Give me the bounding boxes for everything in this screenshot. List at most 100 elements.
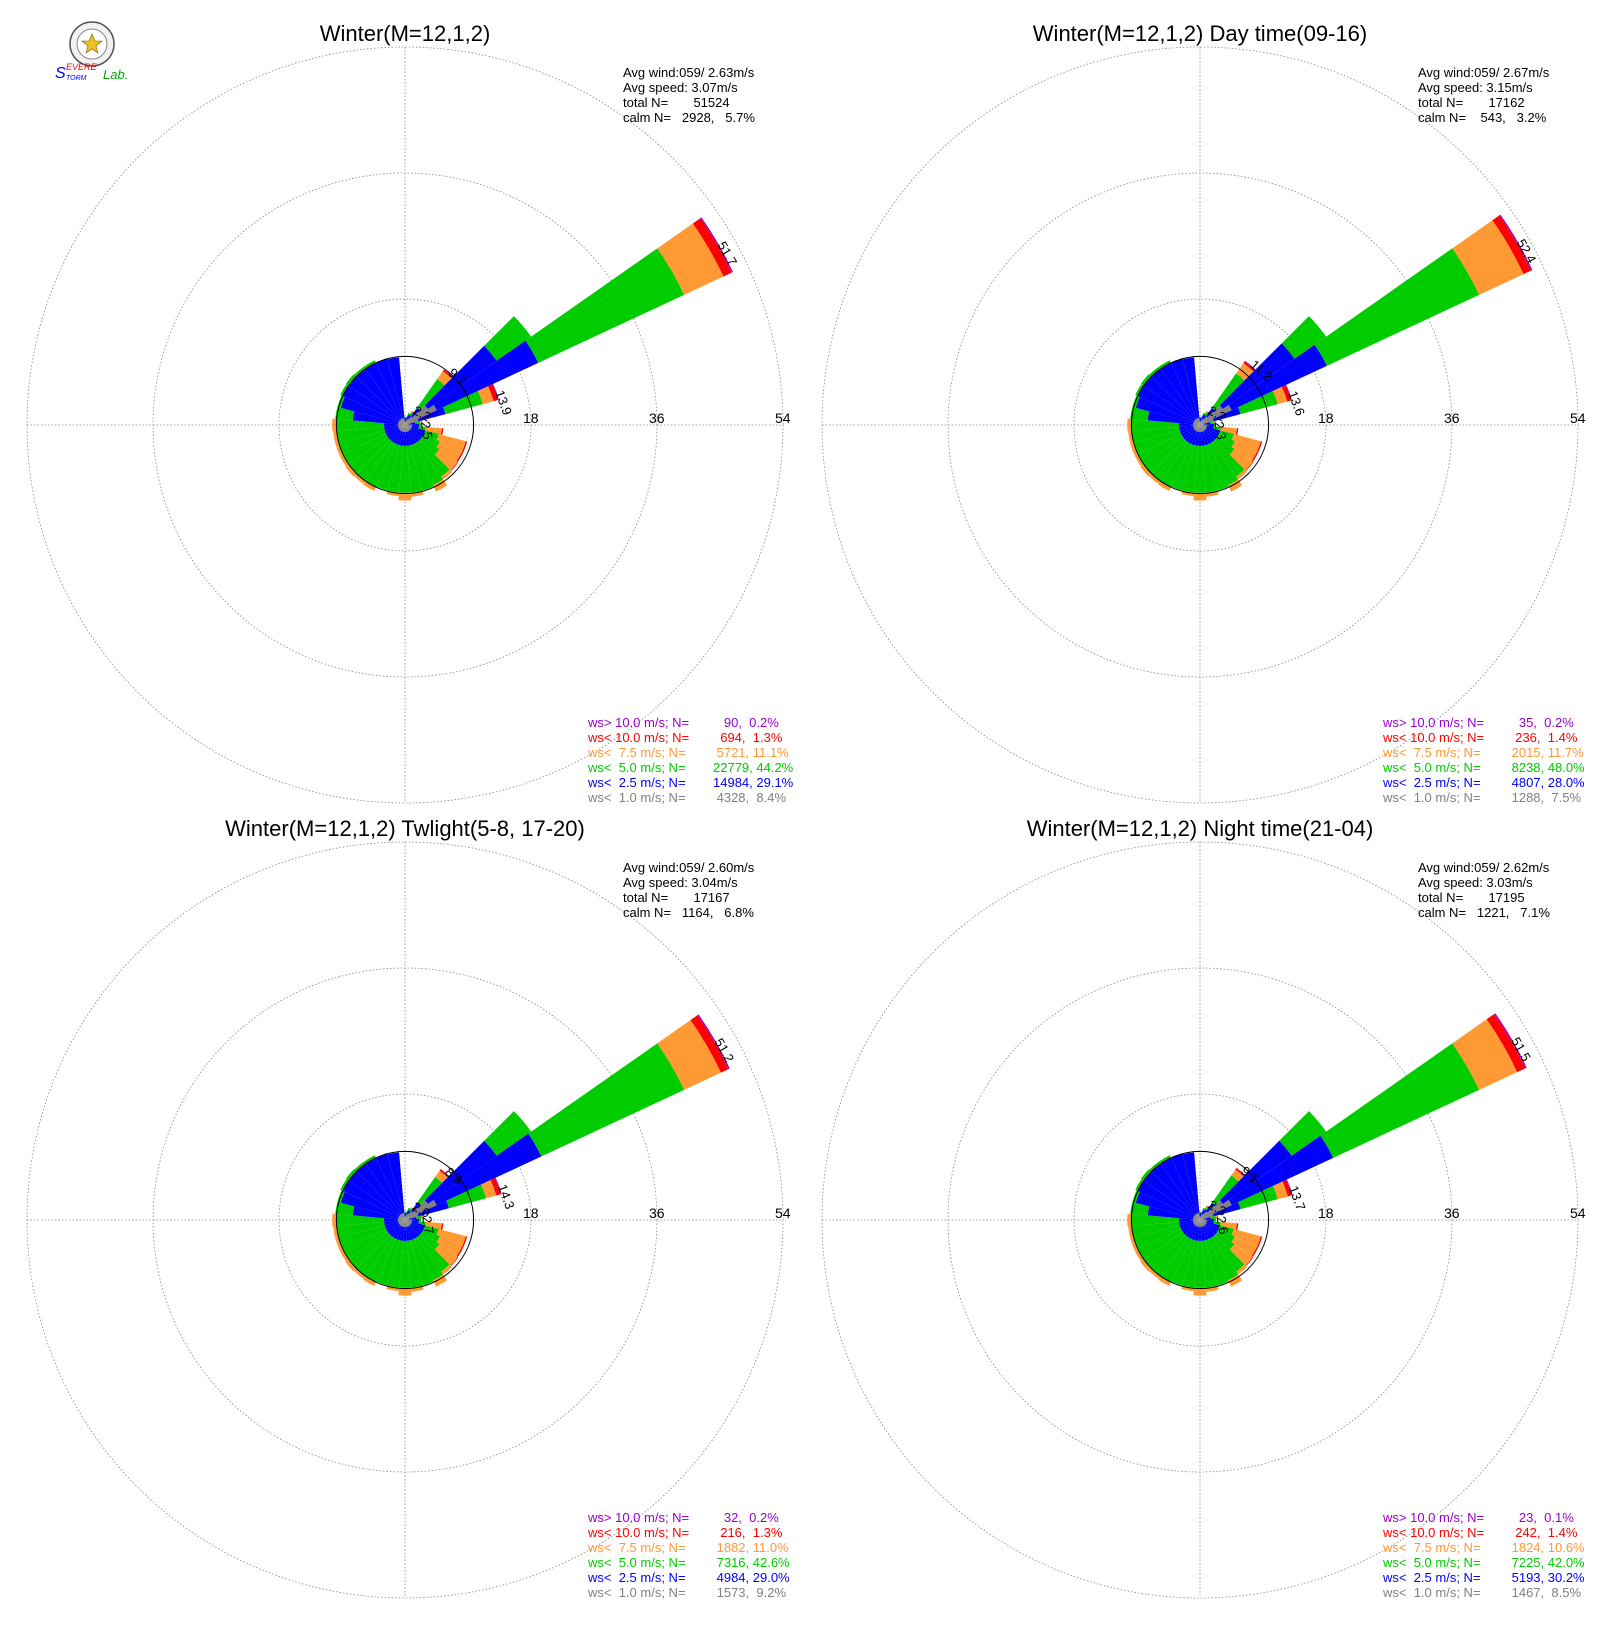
sector-110-layer-1: [405, 425, 412, 428]
sector-90-layer-3: [418, 1218, 422, 1222]
sector-120-layer-4: [436, 1236, 463, 1257]
sector-150-layer-4: [1228, 1274, 1243, 1287]
sector-40-layer-3: [417, 1176, 443, 1206]
sector-60-layer-4: [657, 223, 724, 295]
legend-value: 1882, 11.0%: [713, 1540, 789, 1555]
legend-value: 5193, 30.2%: [1508, 1570, 1585, 1585]
legend-value: 1824, 10.6%: [1508, 1540, 1585, 1555]
sector-150-layer-1: [405, 425, 410, 432]
legend-value: 8238, 48.0%: [1508, 760, 1585, 775]
sector-120-layer-5: [1251, 1246, 1259, 1257]
sector-150-layer-1: [1200, 1220, 1205, 1227]
sector-310-layer-3: [1140, 1169, 1152, 1181]
sector-180-layer-4: [1193, 1287, 1207, 1296]
sector-110-layer-2: [1206, 1221, 1221, 1229]
sector-180-layer-1: [1199, 425, 1201, 433]
sector-220-layer-2: [390, 429, 401, 443]
calm-circle: [1130, 1150, 1270, 1290]
sector-130-layer-5: [1245, 461, 1254, 472]
bar-label: 14.3: [495, 1182, 518, 1211]
sector-220-layer-2: [1185, 429, 1196, 443]
sector-120-layer-5: [456, 1246, 464, 1257]
sector-220-layer-1: [400, 425, 405, 431]
sector-230-layer-4: [345, 464, 357, 477]
sector-240-layer-2: [1180, 1222, 1195, 1233]
sector-100-layer-3: [418, 426, 426, 431]
legend-label: ws< 2.5 m/s; N=: [1382, 775, 1481, 790]
sector-10-layer-3: [405, 416, 408, 419]
sector-40-layer-3: [417, 379, 445, 411]
chart-title: Winter(M=12,1,2) Day time(09-16): [1033, 21, 1367, 46]
sector-60-layer-3: [1320, 1043, 1480, 1158]
sector-320-layer-3: [1149, 366, 1161, 377]
sector-180-layer-1: [404, 425, 406, 432]
sector-270-layer-1: [1192, 424, 1200, 426]
sector-150-layer-3: [1208, 442, 1239, 486]
stat-line: calm N= 1221, 7.1%: [1418, 905, 1550, 920]
sector-150-layer-1: [1200, 425, 1205, 432]
sector-260-layer-2: [1179, 1220, 1194, 1226]
sector-160-layer-1: [405, 1220, 408, 1227]
sector-40-layer-2: [1206, 1202, 1215, 1213]
sector-70-layer-1: [405, 1214, 419, 1220]
sector-80-layer-2: [1204, 422, 1211, 425]
sector-110-layer-5: [1257, 1236, 1263, 1248]
bar-label: 2.3: [1211, 420, 1229, 440]
sector-60-layer-5: [690, 1015, 729, 1073]
sector-40-layer-5: [442, 369, 453, 379]
sector-250-layer-1: [398, 1220, 405, 1223]
sector-130-layer-3: [419, 437, 440, 455]
sector-320-layer-3: [354, 1161, 366, 1172]
ring-tick-label: 36: [1444, 410, 1460, 426]
sector-270-layer-4: [332, 418, 337, 432]
sector-260-layer-3: [336, 1221, 385, 1238]
sector-110-layer-4: [436, 1229, 466, 1247]
sector-240-layer-2: [1180, 427, 1195, 438]
sector-70-layer-3: [1238, 1185, 1278, 1210]
sector-160-layer-2: [1201, 431, 1209, 446]
sector-260-layer-3: [1131, 1221, 1180, 1238]
sector-40-layer-3: [1212, 373, 1245, 411]
sector-280-layer-2: [352, 1206, 399, 1220]
sector-260-layer-1: [398, 425, 405, 427]
sector-320-layer-1: [400, 419, 405, 425]
sector-170-layer-2: [1200, 431, 1206, 446]
sector-140-layer-3: [1212, 439, 1245, 477]
legend-value: 23, 0.1%: [1508, 1510, 1574, 1525]
sector-280-layer-3: [1130, 406, 1150, 421]
ring-tick-label: 36: [649, 410, 665, 426]
sector-240-layer-4: [339, 1248, 349, 1262]
sector-330-layer-3: [1159, 360, 1172, 369]
sector-110-layer-4: [436, 434, 466, 452]
sector-50-layer-1: [405, 405, 428, 425]
sector-40-layer-1: [1200, 416, 1208, 425]
sector-20-layer-2: [406, 414, 410, 420]
sector-60-layer-2: [433, 1133, 542, 1206]
sector-100-layer-2: [1206, 425, 1214, 429]
sector-220-layer-2: [390, 1224, 401, 1238]
sector-210-layer-4: [1158, 1276, 1172, 1286]
sector-250-layer-3: [1133, 1225, 1181, 1249]
sector-20-layer-3: [407, 412, 411, 416]
sector-90-layer-2: [411, 1218, 419, 1222]
sector-170-layer-1: [1200, 425, 1202, 432]
bar-label: 13.9: [492, 388, 515, 417]
sector-250-layer-3: [338, 1225, 386, 1249]
sector-30-layer-1: [405, 1213, 410, 1220]
sector-20-layer-2: [1201, 414, 1205, 420]
sector-340-layer-1: [1197, 418, 1200, 425]
sector-260-layer-1: [1193, 425, 1200, 427]
sector-10-layer-1: [405, 421, 406, 425]
sector-40-layer-2: [411, 1202, 420, 1213]
sector-120-layer-5: [456, 451, 464, 462]
sector-170-layer-1: [405, 425, 407, 432]
legend-value: 4328, 8.4%: [713, 790, 786, 805]
sector-340-layer-2: [376, 1153, 404, 1214]
sector-130-layer-4: [1229, 449, 1253, 471]
sector-100-layer-2: [411, 425, 419, 429]
sector-220-layer-1: [1195, 425, 1200, 431]
logo-torm: TORM: [66, 75, 87, 82]
sector-30-layer-4: [1205, 411, 1209, 414]
sector-310-layer-2: [348, 376, 401, 421]
sector-170-layer-3: [1201, 445, 1218, 493]
